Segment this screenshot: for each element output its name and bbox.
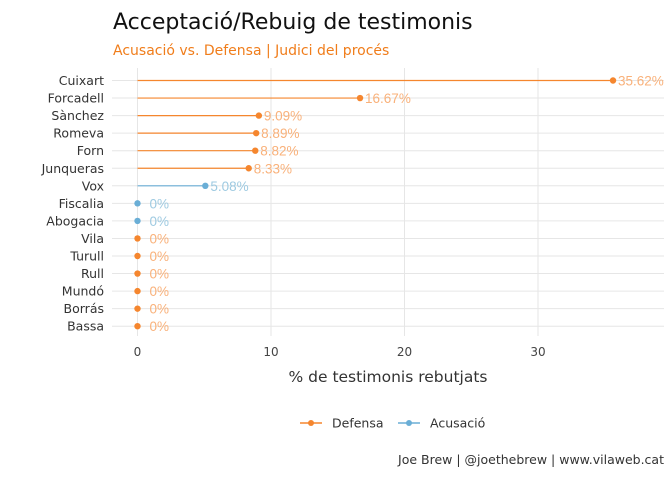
data-point — [609, 77, 617, 84]
data-label: 0% — [150, 302, 170, 317]
legend-label: Defensa — [332, 416, 384, 431]
data-labels: 35.62% 16.67% 9.09% 8.89% 8.82% 8.33% 5.08% 0%… — [150, 74, 664, 335]
data-point — [356, 94, 364, 102]
x-axis-title: % de testimonis rebutjats — [288, 368, 487, 386]
gridlines — [112, 68, 664, 336]
data-point — [134, 287, 141, 295]
data-point — [134, 217, 141, 225]
category-label: Fiscalia — [59, 196, 104, 211]
x-tick-label: 30 — [530, 345, 545, 359]
data-label: 8.33% — [254, 161, 292, 176]
data-point — [202, 182, 209, 189]
data-point — [134, 270, 141, 277]
category-label: Cuixart — [59, 73, 104, 88]
category-label: Rull — [81, 266, 104, 281]
category-label: Junqueras — [41, 161, 104, 176]
category-label: Vox — [82, 178, 104, 193]
data-point — [252, 147, 259, 154]
category-label: Sànchez — [51, 108, 104, 123]
data-label: 0% — [150, 196, 170, 211]
data-label: 0% — [150, 267, 170, 282]
data-label: 0% — [150, 319, 170, 334]
data-point — [134, 252, 141, 260]
legend-label: Acusació — [430, 416, 485, 431]
category-label: Vila — [81, 231, 104, 246]
data-point — [252, 129, 260, 137]
category-label: Abogacia — [46, 213, 104, 228]
x-tick-label: 0 — [134, 345, 142, 359]
category-label: Bassa — [67, 319, 104, 334]
data-point — [134, 323, 141, 330]
category-label: Romeva — [53, 126, 104, 141]
chart-subtitle: Acusació vs. Defensa | Judici del procés — [113, 43, 389, 59]
category-label: Borrás — [64, 301, 104, 316]
data-point — [134, 200, 141, 207]
data-label: 8.89% — [261, 126, 299, 141]
data-point — [255, 112, 263, 119]
caption: Joe Brew | @joethebrew | www.vilaweb.cat — [397, 452, 664, 467]
data-label: 9.09% — [264, 109, 302, 124]
data-label: 0% — [150, 231, 170, 246]
legend: Defensa Acusació — [300, 416, 485, 431]
data-point — [134, 235, 141, 242]
data-point — [245, 165, 252, 172]
data-label: 0% — [150, 214, 170, 229]
x-tick-label: 10 — [263, 345, 278, 359]
data-label: 0% — [150, 249, 170, 264]
category-labels: Cuixart Forcadell Sànchez Romeva Forn Junquer… — [41, 73, 105, 334]
data-label: 0% — [150, 284, 170, 299]
data-marks — [134, 77, 617, 330]
category-label: Forcadell — [48, 91, 104, 106]
data-label: 8.82% — [260, 144, 298, 159]
legend-marker — [406, 420, 412, 426]
data-label: 16.67% — [365, 91, 411, 106]
category-label: Turull — [69, 249, 104, 264]
category-label: Mundó — [62, 284, 104, 299]
chart-title: Acceptació/Rebuig de testimonis — [113, 10, 473, 35]
x-tick-label: 20 — [397, 345, 412, 359]
x-tick-labels: 0 10 20 30 — [134, 345, 546, 359]
legend-marker — [308, 420, 314, 426]
data-point — [134, 305, 141, 312]
data-label: 35.62% — [618, 74, 664, 89]
data-label: 5.08% — [210, 179, 248, 194]
category-label: Forn — [77, 143, 104, 158]
